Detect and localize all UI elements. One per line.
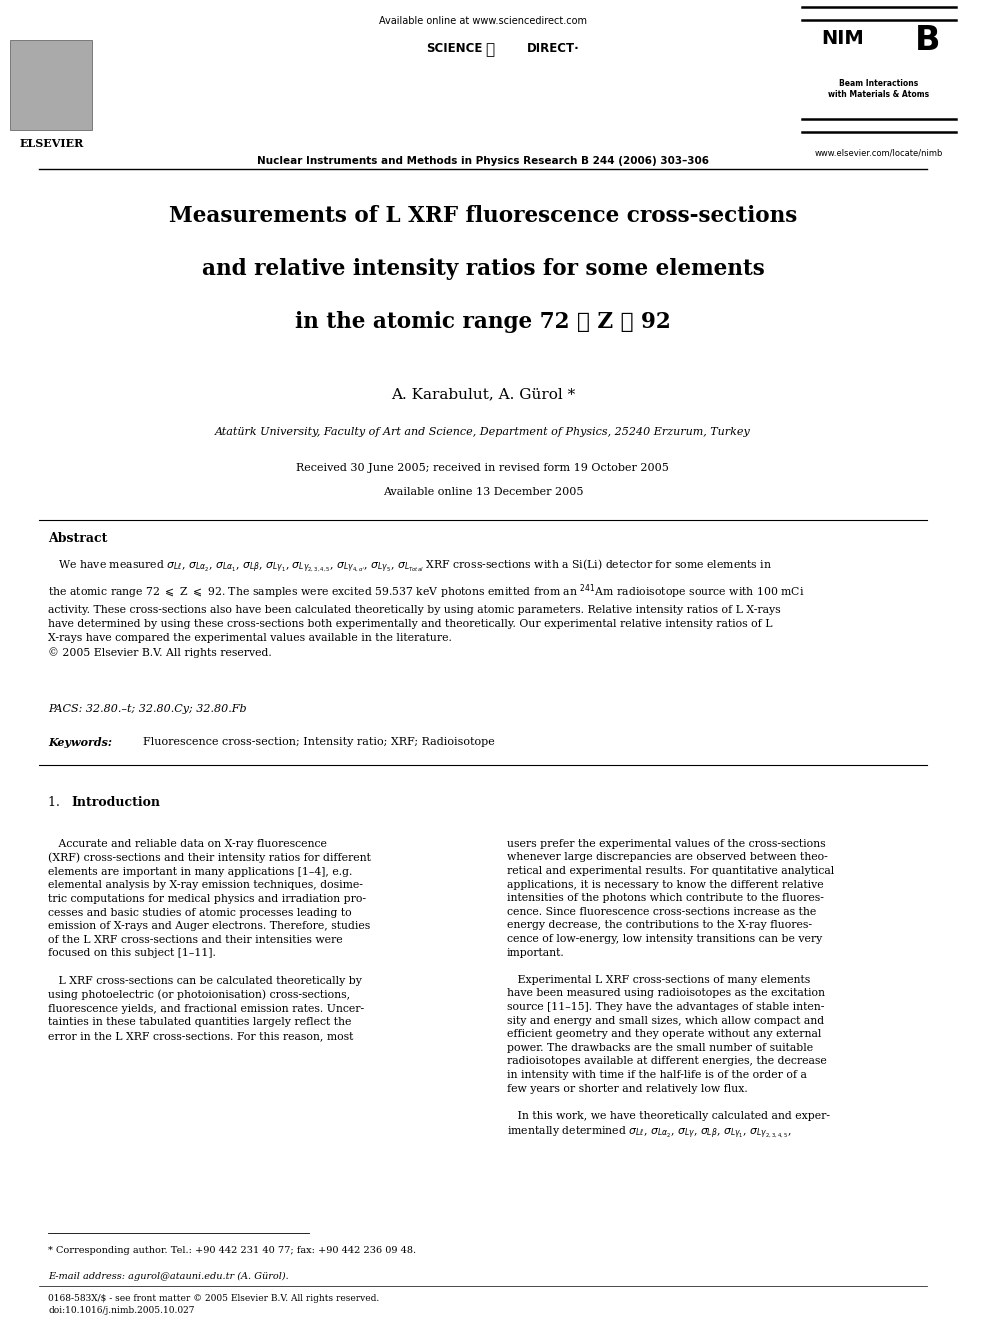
Text: PACS: 32.80.–t; 32.80.Cy; 32.80.Fb: PACS: 32.80.–t; 32.80.Cy; 32.80.Fb bbox=[49, 704, 247, 714]
Text: in the atomic range 72 ⩽ Z ⩽ 92: in the atomic range 72 ⩽ Z ⩽ 92 bbox=[295, 311, 671, 333]
Text: Nuclear Instruments and Methods in Physics Research B 244 (2006) 303–306: Nuclear Instruments and Methods in Physi… bbox=[257, 156, 709, 167]
Text: Measurements of L XRF fluorescence cross-sections: Measurements of L XRF fluorescence cross… bbox=[169, 205, 797, 228]
Text: E-mail address: agurol@atauni.edu.tr (A. Gürol).: E-mail address: agurol@atauni.edu.tr (A.… bbox=[49, 1271, 289, 1281]
Text: users prefer the experimental values of the cross-sections
whenever large discre: users prefer the experimental values of … bbox=[507, 839, 834, 1142]
Text: ⓓ: ⓓ bbox=[485, 42, 494, 57]
Text: 1.: 1. bbox=[49, 796, 64, 810]
Text: and relative intensity ratios for some elements: and relative intensity ratios for some e… bbox=[201, 258, 764, 280]
Text: A. Karabulut, A. Gürol *: A. Karabulut, A. Gürol * bbox=[391, 388, 575, 402]
Text: Fluorescence cross-section; Intensity ratio; XRF; Radioisotope: Fluorescence cross-section; Intensity ra… bbox=[143, 737, 495, 747]
Bar bbox=[10, 40, 91, 130]
Text: Beam Interactions
with Materials & Atoms: Beam Interactions with Materials & Atoms bbox=[828, 79, 930, 99]
Text: Introduction: Introduction bbox=[71, 796, 161, 810]
Text: Accurate and reliable data on X-ray fluorescence
(XRF) cross-sections and their : Accurate and reliable data on X-ray fluo… bbox=[49, 839, 371, 1041]
Text: Available online 13 December 2005: Available online 13 December 2005 bbox=[383, 487, 583, 497]
Text: Atatürk University, Faculty of Art and Science, Department of Physics, 25240 Erz: Atatürk University, Faculty of Art and S… bbox=[215, 427, 751, 438]
Text: Keywords:: Keywords: bbox=[49, 737, 120, 747]
Text: Abstract: Abstract bbox=[49, 532, 108, 545]
Text: NIM: NIM bbox=[821, 29, 864, 48]
Text: Received 30 June 2005; received in revised form 19 October 2005: Received 30 June 2005; received in revis… bbox=[297, 463, 670, 474]
Text: ELSEVIER: ELSEVIER bbox=[19, 138, 83, 148]
Text: We have measured $\sigma_{L\ell}$, $\sigma_{L\alpha_2}$, $\sigma_{L\alpha_1}$, $: We have measured $\sigma_{L\ell}$, $\sig… bbox=[49, 558, 805, 658]
Text: B: B bbox=[915, 24, 940, 57]
Text: DIRECT·: DIRECT· bbox=[527, 42, 579, 56]
Text: SCIENCE: SCIENCE bbox=[427, 42, 483, 56]
Text: www.elsevier.com/locate/nimb: www.elsevier.com/locate/nimb bbox=[814, 148, 943, 157]
Text: * Corresponding author. Tel.: +90 442 231 40 77; fax: +90 442 236 09 48.: * Corresponding author. Tel.: +90 442 23… bbox=[49, 1246, 417, 1256]
Text: 0168-583X/$ - see front matter © 2005 Elsevier B.V. All rights reserved.
doi:10.: 0168-583X/$ - see front matter © 2005 El… bbox=[49, 1294, 380, 1315]
Text: Available online at www.sciencedirect.com: Available online at www.sciencedirect.co… bbox=[379, 16, 587, 26]
